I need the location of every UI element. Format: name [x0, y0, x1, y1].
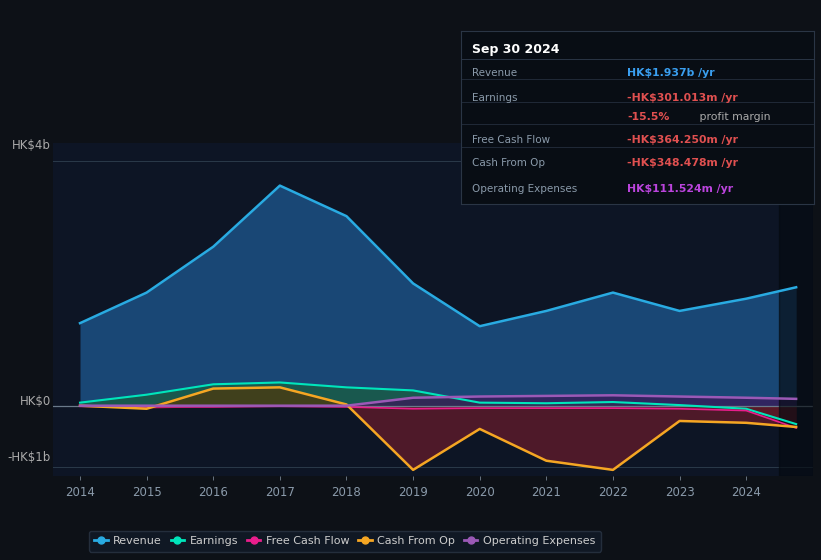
Text: Sep 30 2024: Sep 30 2024 [472, 43, 559, 56]
Text: Revenue: Revenue [472, 68, 517, 78]
Legend: Revenue, Earnings, Free Cash Flow, Cash From Op, Operating Expenses: Revenue, Earnings, Free Cash Flow, Cash … [89, 530, 601, 552]
Text: -HK$364.250m /yr: -HK$364.250m /yr [627, 135, 738, 145]
Text: HK$1.937b /yr: HK$1.937b /yr [627, 68, 715, 78]
Text: -HK$348.478m /yr: -HK$348.478m /yr [627, 158, 738, 169]
Text: -HK$301.013m /yr: -HK$301.013m /yr [627, 94, 738, 103]
Text: -HK$1b: -HK$1b [7, 451, 51, 464]
Text: Free Cash Flow: Free Cash Flow [472, 135, 550, 145]
Text: Earnings: Earnings [472, 94, 517, 103]
Text: Cash From Op: Cash From Op [472, 158, 545, 169]
Text: -15.5%: -15.5% [627, 113, 670, 123]
Text: HK$0: HK$0 [20, 395, 51, 408]
Text: profit margin: profit margin [696, 113, 771, 123]
Text: HK$4b: HK$4b [12, 139, 51, 152]
Bar [779, 143, 813, 476]
Text: HK$111.524m /yr: HK$111.524m /yr [627, 184, 733, 194]
Text: Operating Expenses: Operating Expenses [472, 184, 577, 194]
